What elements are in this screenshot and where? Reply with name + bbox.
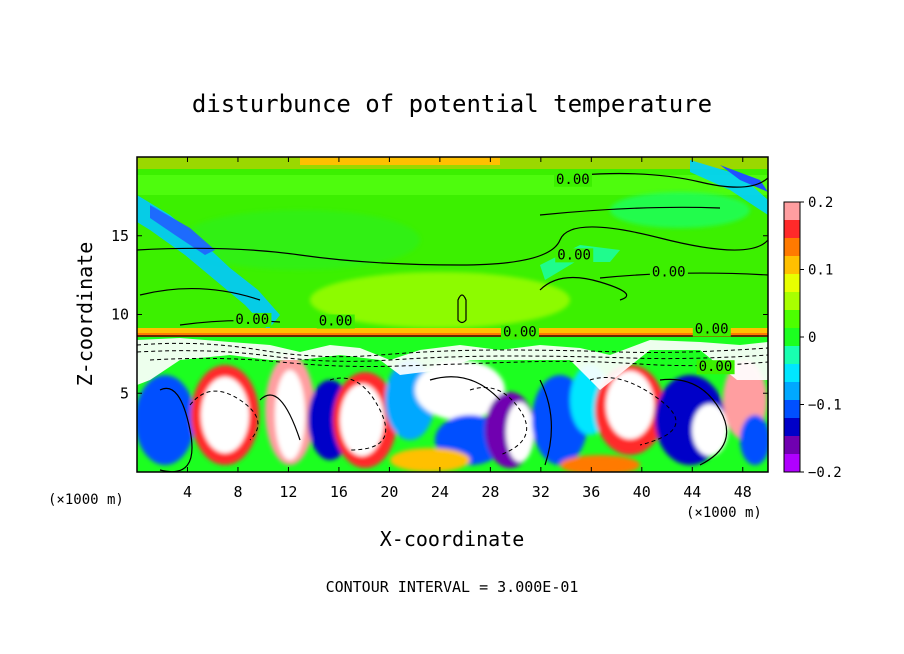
colorbar-swatch	[784, 310, 800, 329]
x-tick-label: 12	[279, 483, 297, 501]
x-tick-label: 8	[233, 483, 242, 501]
contour-label: 0.00	[235, 312, 269, 328]
contour-label-bg	[233, 312, 272, 327]
x-unit-right: (×1000 m)	[686, 505, 762, 521]
x-tick-label: 4	[183, 483, 192, 501]
colorbar-swatch	[784, 238, 800, 257]
x-tick-label: 24	[431, 483, 449, 501]
contour-label: 0.00	[652, 265, 686, 281]
colorbar-swatch	[784, 454, 800, 473]
colorbar-swatch	[784, 292, 800, 311]
x-axis-label: X-coordinate	[380, 527, 525, 551]
colorbar-swatch	[784, 436, 800, 455]
x-tick-label: 40	[633, 483, 651, 501]
colorbar-tick-label: −0.2	[808, 465, 842, 481]
contour-label: 0.00	[695, 321, 729, 337]
chart-title: disturbunce of potential temperature	[192, 90, 712, 118]
contour-interval-note: CONTOUR INTERVAL = 3.000E-01	[326, 578, 579, 596]
contour-label-bg	[500, 325, 539, 340]
contour-label-bg	[649, 265, 688, 280]
colorbar-swatch	[784, 202, 800, 221]
colorbar-swatch	[784, 328, 800, 347]
contour-label-bg	[553, 172, 592, 187]
colorbar-tick-label: 0	[808, 330, 816, 346]
contour-label: 0.00	[503, 325, 537, 341]
colorbar-tick-label: 0.1	[808, 263, 833, 279]
x-tick-label: 32	[532, 483, 550, 501]
contour-label-bg	[555, 248, 594, 263]
x-axis: 4 8 12 16 20 24 28 32 36 40 44 48	[183, 157, 752, 501]
contour-label: 0.00	[557, 247, 591, 263]
x-tick-label: 20	[380, 483, 398, 501]
x-tick-label: 36	[582, 483, 600, 501]
plot-area	[137, 157, 768, 472]
y-tick-label: 10	[111, 306, 129, 324]
x-tick-label: 44	[683, 483, 701, 501]
contour-label-bg	[692, 322, 731, 337]
colorbar-tick-label: 0.2	[808, 195, 833, 211]
contour-label: 0.00	[319, 314, 353, 330]
x-tick-label: 48	[734, 483, 752, 501]
contour-label: 0.00	[699, 359, 733, 375]
colorbar-swatch	[784, 382, 800, 401]
contour-label-bg	[696, 360, 735, 375]
y-tick-label: 15	[111, 227, 129, 245]
colorbar-swatch	[784, 220, 800, 239]
colorbar-swatch	[784, 346, 800, 365]
y-axis-label: Z-coordinate	[73, 242, 97, 387]
colorbar-swatch	[784, 364, 800, 383]
colorbar-swatch	[784, 274, 800, 293]
contour-label-bg	[316, 314, 355, 329]
colorbar-tick-label: −0.1	[808, 398, 842, 414]
colorbar-swatch	[784, 256, 800, 275]
contour-label: 0.00	[556, 172, 590, 188]
colorbar-swatch	[784, 400, 800, 419]
colorbar: 0.2 0.1 0 −0.1 −0.2	[783, 195, 842, 481]
contour-labels: 0.00 0.00 0.00 0.00 0.00 0.00 0.00 0.00	[233, 172, 735, 375]
colorbar-swatch	[784, 418, 800, 437]
y-axis: 5 10 15	[111, 227, 768, 402]
x-tick-label: 28	[481, 483, 499, 501]
y-tick-label: 5	[120, 384, 129, 402]
x-tick-label: 16	[330, 483, 348, 501]
x-unit-left: (×1000 m)	[48, 492, 124, 508]
